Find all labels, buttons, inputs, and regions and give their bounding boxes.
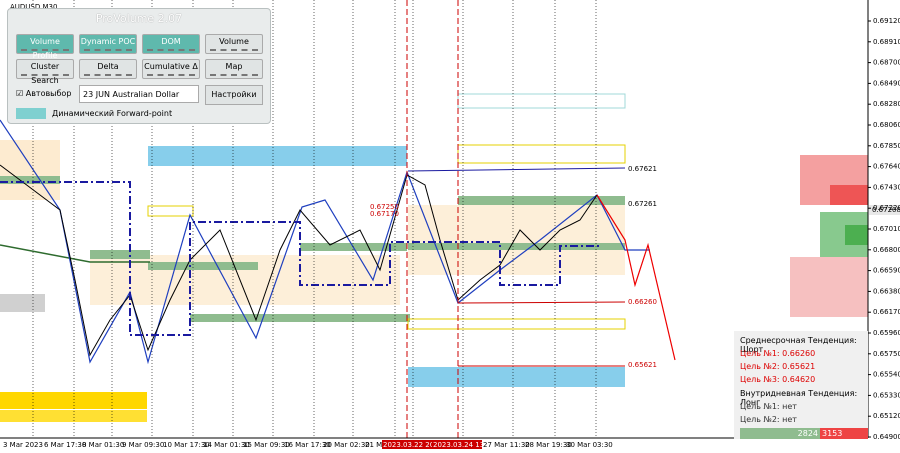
box (147, 205, 194, 217)
band (190, 314, 410, 322)
footer-value: 3153 (820, 428, 868, 439)
time-highlight (382, 440, 432, 449)
x-tick-label: 6 Mar 17:30 (44, 441, 86, 449)
forward-label: Динамический Forward-point (52, 109, 173, 118)
current-price: 0.67208 (872, 206, 900, 214)
x-tick-label: 14 Mar 01:30 (203, 441, 250, 449)
symbol: AUDUSD,M30 (10, 3, 57, 11)
level-label: 0.67250 (370, 203, 399, 211)
y-tick-label: 0.68280 (873, 100, 900, 108)
y-tick-label: 0.69120 (873, 17, 900, 25)
target: Цель №1: нет (740, 402, 797, 411)
target: Цель №2: 0.65621 (740, 362, 816, 371)
y-tick-label: 0.65960 (873, 329, 900, 337)
y-tick-label: 0.66170 (873, 308, 900, 316)
button[interactable]: Map (205, 59, 263, 79)
y-tick-label: 0.68490 (873, 79, 900, 87)
x-tick-label: 10 Mar 17:30 (163, 441, 210, 449)
x-tick-label: 2023.03.22 20:30 (383, 441, 445, 449)
band (0, 176, 60, 184)
panel-title: ProVolume 2.07 (95, 12, 183, 25)
poc-line (0, 181, 600, 336)
button[interactable]: DOM (142, 34, 200, 54)
button[interactable]: Volume (205, 34, 263, 54)
settings-button[interactable]: Настройки (205, 85, 263, 105)
zone (408, 367, 625, 387)
target: Цель №3: 0.64620 (740, 375, 816, 384)
level-label: 0.65621 (628, 361, 657, 369)
zigzag (0, 119, 650, 365)
footer-value: 2824 (740, 428, 820, 439)
zone (0, 392, 147, 409)
zone (0, 140, 60, 200)
provolume-panel: ProVolume 2.07 Volume Profile Dynamic PO… (7, 8, 271, 124)
band (148, 262, 258, 270)
checkbox-label: Автовыбор (25, 89, 72, 98)
x-tick-label: 2023.03.24 13:00 (433, 441, 495, 449)
x-tick-label: 27 Mar 11:30 (483, 441, 530, 449)
checkbox[interactable]: ☑ Автовыбор (16, 89, 72, 98)
y-tick-label: 0.65120 (873, 412, 900, 420)
volume-profile (790, 155, 868, 317)
zone (0, 410, 147, 422)
y-tick-label: 0.68910 (873, 38, 900, 46)
y-tick-label: 0.67010 (873, 225, 900, 233)
y-tick-label: 0.67640 (873, 163, 900, 171)
band (408, 243, 625, 250)
y-tick-label: 0.66590 (873, 267, 900, 275)
info-box: Среднесрочная Тенденция: Шорт Цель №1: 0… (734, 331, 868, 439)
y-tick-label: 0.65750 (873, 350, 900, 358)
y-tick-label: 0.65330 (873, 391, 900, 399)
level-label: 0.66260 (628, 298, 657, 306)
y-tick-label: 0.65540 (873, 371, 900, 379)
zone (408, 205, 625, 275)
y-tick-label: 0.67220 (873, 204, 900, 212)
y-tick-label: 0.67430 (873, 183, 900, 191)
current-price-bg (869, 205, 900, 215)
toggle[interactable] (16, 108, 46, 119)
x-tick-label: 20 Mar 02:30 (323, 441, 370, 449)
x-tick-label: 15 Mar 09:30 (243, 441, 290, 449)
dropdown[interactable]: 23 JUN Australian Dollar (79, 85, 199, 103)
x-tick-label: 3 Mar 2023 (3, 441, 43, 449)
forecast (596, 194, 676, 361)
button[interactable]: Cluster Search (16, 59, 74, 85)
x-tick-label: 8 Mar 01:30 (82, 441, 124, 449)
x-tick-label: 30 Mar 03:30 (566, 441, 613, 449)
y-tick-label: 0.68060 (873, 121, 900, 129)
intraday-trend: Внутридневная Тенденция: Лонг (740, 389, 858, 407)
button[interactable]: Dynamic POC (79, 34, 137, 54)
y-tick-label: 0.66380 (873, 287, 900, 295)
level-label: 0.67261 (628, 200, 657, 208)
x-tick-label: 9 Mar 09:30 (122, 441, 164, 449)
y-tick-label: 0.67850 (873, 142, 900, 150)
button[interactable]: Cumulative Δ (142, 59, 200, 79)
time-highlight (432, 440, 482, 449)
price-path (0, 164, 598, 357)
button[interactable]: Volume Profile (16, 34, 74, 60)
y-tick-label: 0.64900 (873, 433, 900, 441)
level-line (457, 301, 626, 304)
x-tick-label: 28 Mar 19:30 (525, 441, 572, 449)
zone (148, 146, 407, 166)
box (407, 318, 626, 330)
level-label: 0.67621 (628, 165, 657, 173)
band (458, 196, 625, 205)
level-line (407, 167, 626, 172)
target: Цель №1: 0.66260 (740, 349, 816, 358)
button[interactable]: Delta (79, 59, 137, 79)
x-tick-label: 21 Mar (365, 441, 389, 449)
y-tick-label: 0.68700 (873, 59, 900, 67)
zone (0, 294, 45, 312)
band (90, 250, 150, 259)
x-tick-label: 16 Mar 17:30 (284, 441, 331, 449)
y-tick-label: 0.66800 (873, 246, 900, 254)
target: Цель №2: нет (740, 415, 797, 424)
level-label: 0.67170 (370, 210, 399, 218)
medium-trend: Среднесрочная Тенденция: Шорт (740, 336, 857, 354)
